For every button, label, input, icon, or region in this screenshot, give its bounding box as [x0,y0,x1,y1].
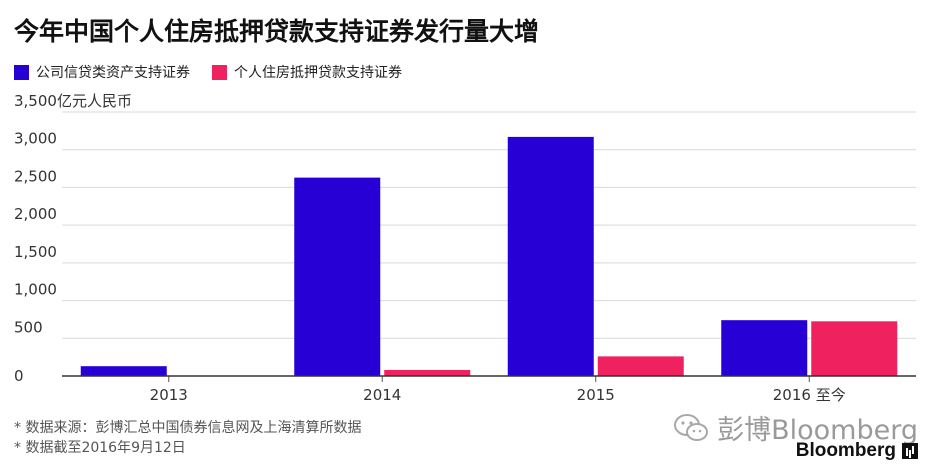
bar-rmbs [811,321,898,376]
legend-label-corporate: 公司信贷类资产支持证券 [36,65,190,81]
legend-item-corporate: 公司信贷类资产支持证券 [14,62,190,82]
y-tick-label: 2,500 [14,167,57,185]
wechat-watermark: 彭博Bloomberg [673,408,918,447]
y-tick-label: 1,500 [14,243,57,261]
brand-text: Bloomberg [795,440,896,461]
bar-rmbs [597,356,684,376]
x-tick-label: 2016 至今 [773,386,846,404]
bar-corporate [294,177,381,376]
bar-rmbs [384,369,471,376]
bar-corporate [80,366,167,376]
source-note: * 数据来源：彭博汇总中国债券信息网及上海清算所数据 [14,420,362,436]
y-tick-label: 3,000 [14,130,57,148]
bar-chart: 0 500 1,000 1,500 2,000 2,500 3,000 3,500亿元人民币 2… [14,92,916,404]
bloomberg-chart-icon [902,443,918,459]
legend-label-rmbs: 个人住房抵押贷款支持证券 [234,65,402,81]
chart-legend: 公司信贷类资产支持证券 个人住房抵押贷款支持证券 [14,62,402,82]
y-tick-label: 2,000 [14,205,57,223]
legend-swatch-corporate [14,64,29,80]
date-note: * 数据截至2016年9月12日 [14,440,186,456]
bar-corporate [721,320,808,376]
watermark-text: 彭博Bloomberg [717,415,918,446]
x-tick-label: 2013 [150,386,188,404]
x-tick-label: 2015 [577,386,615,404]
y-tick-label: 3,500亿元人民币 [14,92,132,110]
bloomberg-brand: Bloomberg [796,440,918,462]
chart-footer: * 数据来源：彭博汇总中国债券信息网及上海清算所数据 * 数据截至2016年9月… [14,418,361,458]
legend-item-rmbs: 个人住房抵押贷款支持证券 [212,62,402,82]
y-tick-label: 500 [14,318,43,336]
y-tick-label: 1,000 [14,281,57,299]
bar-corporate [507,136,594,376]
legend-swatch-rmbs [212,64,227,80]
wechat-icon [673,413,709,443]
chart-title: 今年中国个人住房抵押贷款支持证券发行量大增 [14,17,540,46]
x-tick-label: 2014 [363,386,401,404]
y-tick-label: 0 [14,367,24,385]
